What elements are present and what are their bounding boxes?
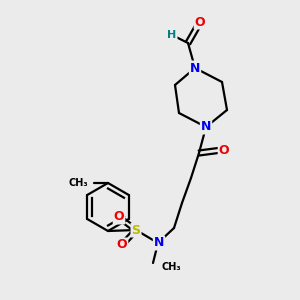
Text: S: S [131, 224, 140, 236]
Text: H: H [167, 30, 177, 40]
Text: N: N [190, 61, 200, 74]
Text: O: O [114, 211, 124, 224]
Text: N: N [154, 236, 164, 250]
Text: O: O [195, 16, 205, 28]
Text: O: O [219, 143, 229, 157]
Text: O: O [117, 238, 127, 251]
Text: CH₃: CH₃ [68, 178, 88, 188]
Text: CH₃: CH₃ [161, 262, 181, 272]
Text: N: N [201, 121, 211, 134]
